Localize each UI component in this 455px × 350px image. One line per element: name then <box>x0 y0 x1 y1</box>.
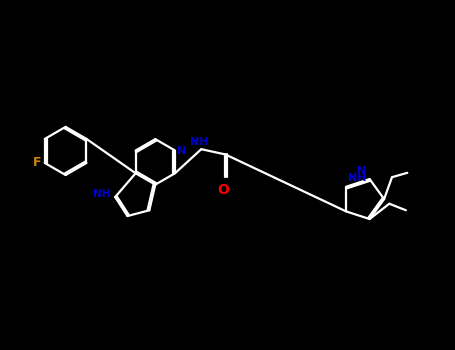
Text: NH: NH <box>349 173 367 183</box>
Text: N: N <box>357 167 366 176</box>
Text: O: O <box>217 183 229 197</box>
Text: NH: NH <box>93 189 111 198</box>
Text: NH: NH <box>190 136 208 147</box>
Text: F: F <box>33 156 41 169</box>
Text: N: N <box>177 146 187 155</box>
